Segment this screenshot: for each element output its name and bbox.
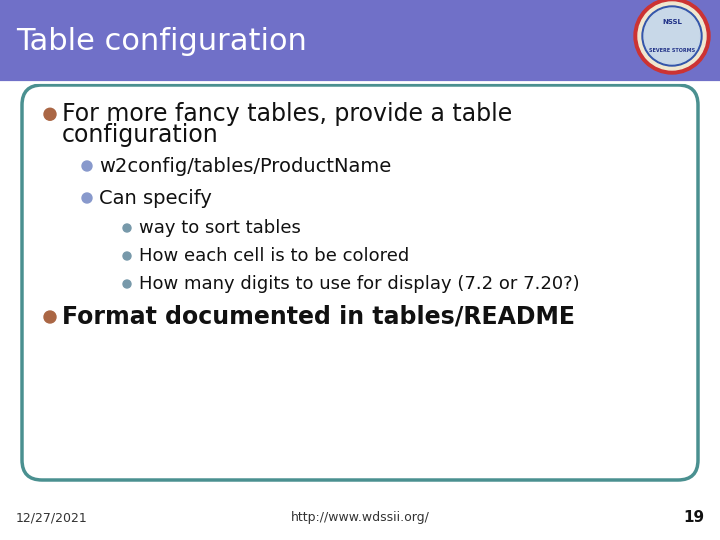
Text: NSSL: NSSL [662,19,682,25]
Text: way to sort tables: way to sort tables [139,219,301,237]
Circle shape [634,0,710,74]
Text: Can specify: Can specify [99,188,212,207]
Text: configuration: configuration [62,123,219,146]
Text: For more fancy tables, provide a table: For more fancy tables, provide a table [62,102,512,126]
Circle shape [44,311,56,323]
Text: http://www.wdssii.org/: http://www.wdssii.org/ [291,511,429,524]
Circle shape [123,280,131,288]
Text: Table configuration: Table configuration [16,26,307,56]
Circle shape [642,6,702,66]
Text: SEVERE STORMS: SEVERE STORMS [649,48,695,52]
Text: How each cell is to be colored: How each cell is to be colored [139,247,409,265]
Circle shape [123,252,131,260]
Text: How many digits to use for display (7.2 or 7.20?): How many digits to use for display (7.2 … [139,275,580,293]
Circle shape [44,108,56,120]
Text: 12/27/2021: 12/27/2021 [16,511,88,524]
Circle shape [82,193,92,203]
Circle shape [644,8,700,64]
Text: 19: 19 [683,510,704,525]
Circle shape [123,224,131,232]
Text: w2config/tables/ProductName: w2config/tables/ProductName [99,157,391,176]
FancyBboxPatch shape [22,85,698,480]
Circle shape [638,2,706,70]
Text: Format documented in tables/README: Format documented in tables/README [62,305,575,329]
Bar [0,0,720,82]
Circle shape [82,161,92,171]
